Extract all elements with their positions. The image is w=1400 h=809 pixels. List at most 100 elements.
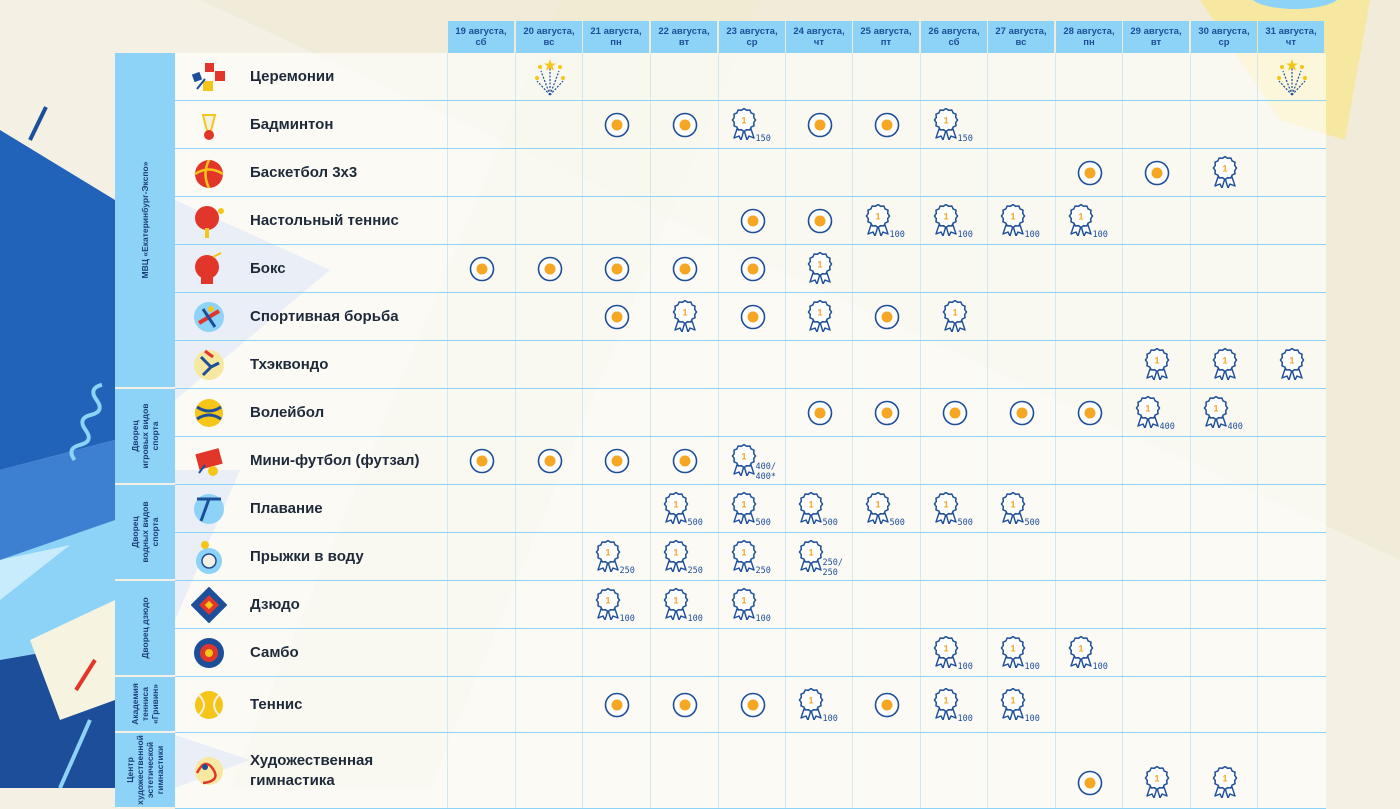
date-header-line: 27 августа, [995, 26, 1047, 37]
medal-final-icon: 1 [807, 252, 832, 284]
medal-number: 1 [1154, 774, 1159, 784]
venue-label-line: Центр [125, 757, 135, 783]
column-divider [650, 533, 651, 580]
column-divider [1190, 629, 1191, 676]
date-header-line: 25 августа, [860, 26, 912, 37]
venue-label-line: Дворец [130, 420, 140, 452]
medal-count-label: 500 [688, 518, 703, 528]
column-divider [1190, 677, 1191, 732]
column-divider [1190, 533, 1191, 580]
column-divider [987, 437, 988, 484]
medal-final-icon: 1 [798, 492, 823, 524]
column-divider [1257, 53, 1258, 100]
badminton-icon [201, 114, 217, 140]
medal-final-icon: 1 [933, 204, 958, 236]
column-divider [1257, 677, 1258, 732]
sport-name: Спортивная борьба [250, 308, 399, 325]
medal-count-label: 100 [1025, 714, 1040, 724]
column-divider [650, 149, 651, 196]
column-divider [515, 485, 516, 532]
column-divider [852, 149, 853, 196]
competition-day-icon [672, 112, 697, 138]
medal-count-text: 100 [619, 614, 635, 624]
column-divider [987, 101, 988, 148]
competition-day-icon [604, 112, 629, 138]
medal-count-label: 100 [958, 662, 973, 672]
column-divider [1190, 149, 1191, 196]
column-divider [1190, 581, 1191, 628]
column-divider [852, 677, 853, 732]
medal-count-text: 500 [889, 518, 905, 528]
column-divider [1190, 101, 1191, 148]
column-divider [1055, 149, 1056, 196]
medal-count-text: 100 [1092, 662, 1108, 672]
medal-number: 1 [875, 212, 880, 222]
column-divider [582, 341, 583, 388]
column-divider [1055, 581, 1056, 628]
column-divider [987, 149, 988, 196]
column-divider [1055, 485, 1056, 532]
date-header-line: ср [746, 37, 758, 48]
column-divider [650, 733, 651, 808]
column-divider [852, 533, 853, 580]
column-divider [1122, 629, 1123, 676]
medal-count-text: 100 [957, 230, 973, 240]
column-divider [785, 149, 786, 196]
column-divider [447, 101, 448, 148]
medal-final-icon: 1 [663, 588, 688, 620]
date-header-line: вс [543, 37, 555, 48]
sport-name: Прыжки в воду [250, 548, 364, 565]
medal-count-label: 100 [620, 614, 635, 624]
column-divider [1122, 149, 1123, 196]
column-divider [1055, 733, 1056, 808]
medal-final-icon: 1 [1203, 396, 1228, 428]
column-divider [987, 389, 988, 436]
column-divider [920, 485, 921, 532]
date-header-line: 26 августа, [928, 26, 980, 37]
venue-label: Дворец водных видов спорта [115, 485, 175, 579]
medal-count-label: 100 [823, 714, 838, 724]
venue-label: Дворец игровых видов спорта [115, 389, 175, 483]
column-divider [987, 629, 988, 676]
schedule-row: Настольный теннис 1 100 1 100 1 100 1 100 [175, 197, 1326, 245]
date-header: 30 августа, ср [1191, 21, 1257, 53]
column-divider [650, 341, 651, 388]
venue-label-line: художественной [135, 735, 145, 805]
column-divider [718, 629, 719, 676]
column-divider [785, 733, 786, 808]
column-divider [1190, 341, 1191, 388]
medal-final-icon: 1 [1000, 688, 1025, 720]
column-divider [1122, 389, 1123, 436]
schedule-row: Тхэквондо 1 1 1 [175, 341, 1326, 389]
column-divider [1190, 53, 1191, 100]
column-divider [852, 389, 853, 436]
medal-number: 1 [943, 500, 948, 510]
column-divider [987, 293, 988, 340]
medal-count-label: 100 [1093, 662, 1108, 672]
column-divider [920, 341, 921, 388]
medal-final-icon: 1 [1212, 348, 1237, 380]
column-divider [447, 581, 448, 628]
medal-number: 1 [673, 596, 678, 606]
competition-day-icon [807, 208, 832, 234]
sport-name: Дзюдо [250, 596, 300, 613]
medal-final-icon: 1 [672, 300, 697, 332]
column-divider [447, 437, 448, 484]
column-divider [718, 389, 719, 436]
competition-day-icon [537, 256, 562, 282]
column-divider [1055, 293, 1056, 340]
medal-count-text: 100 [1024, 662, 1040, 672]
column-divider [785, 197, 786, 244]
column-divider [1055, 341, 1056, 388]
medal-final-icon: 1 [1068, 204, 1093, 236]
medal-final-icon: 1 [663, 540, 688, 572]
competition-day-icon [537, 448, 562, 474]
schedule-row: Прыжки в воду 1 250 1 250 1 250 1 250/250 [175, 533, 1326, 581]
column-divider [718, 485, 719, 532]
column-divider [1122, 197, 1123, 244]
column-divider [1122, 245, 1123, 292]
sport-name-line: Художественная [250, 752, 374, 769]
sport-name: Церемонии [250, 68, 335, 85]
column-divider [515, 629, 516, 676]
medal-final-icon: 1 [1000, 204, 1025, 236]
